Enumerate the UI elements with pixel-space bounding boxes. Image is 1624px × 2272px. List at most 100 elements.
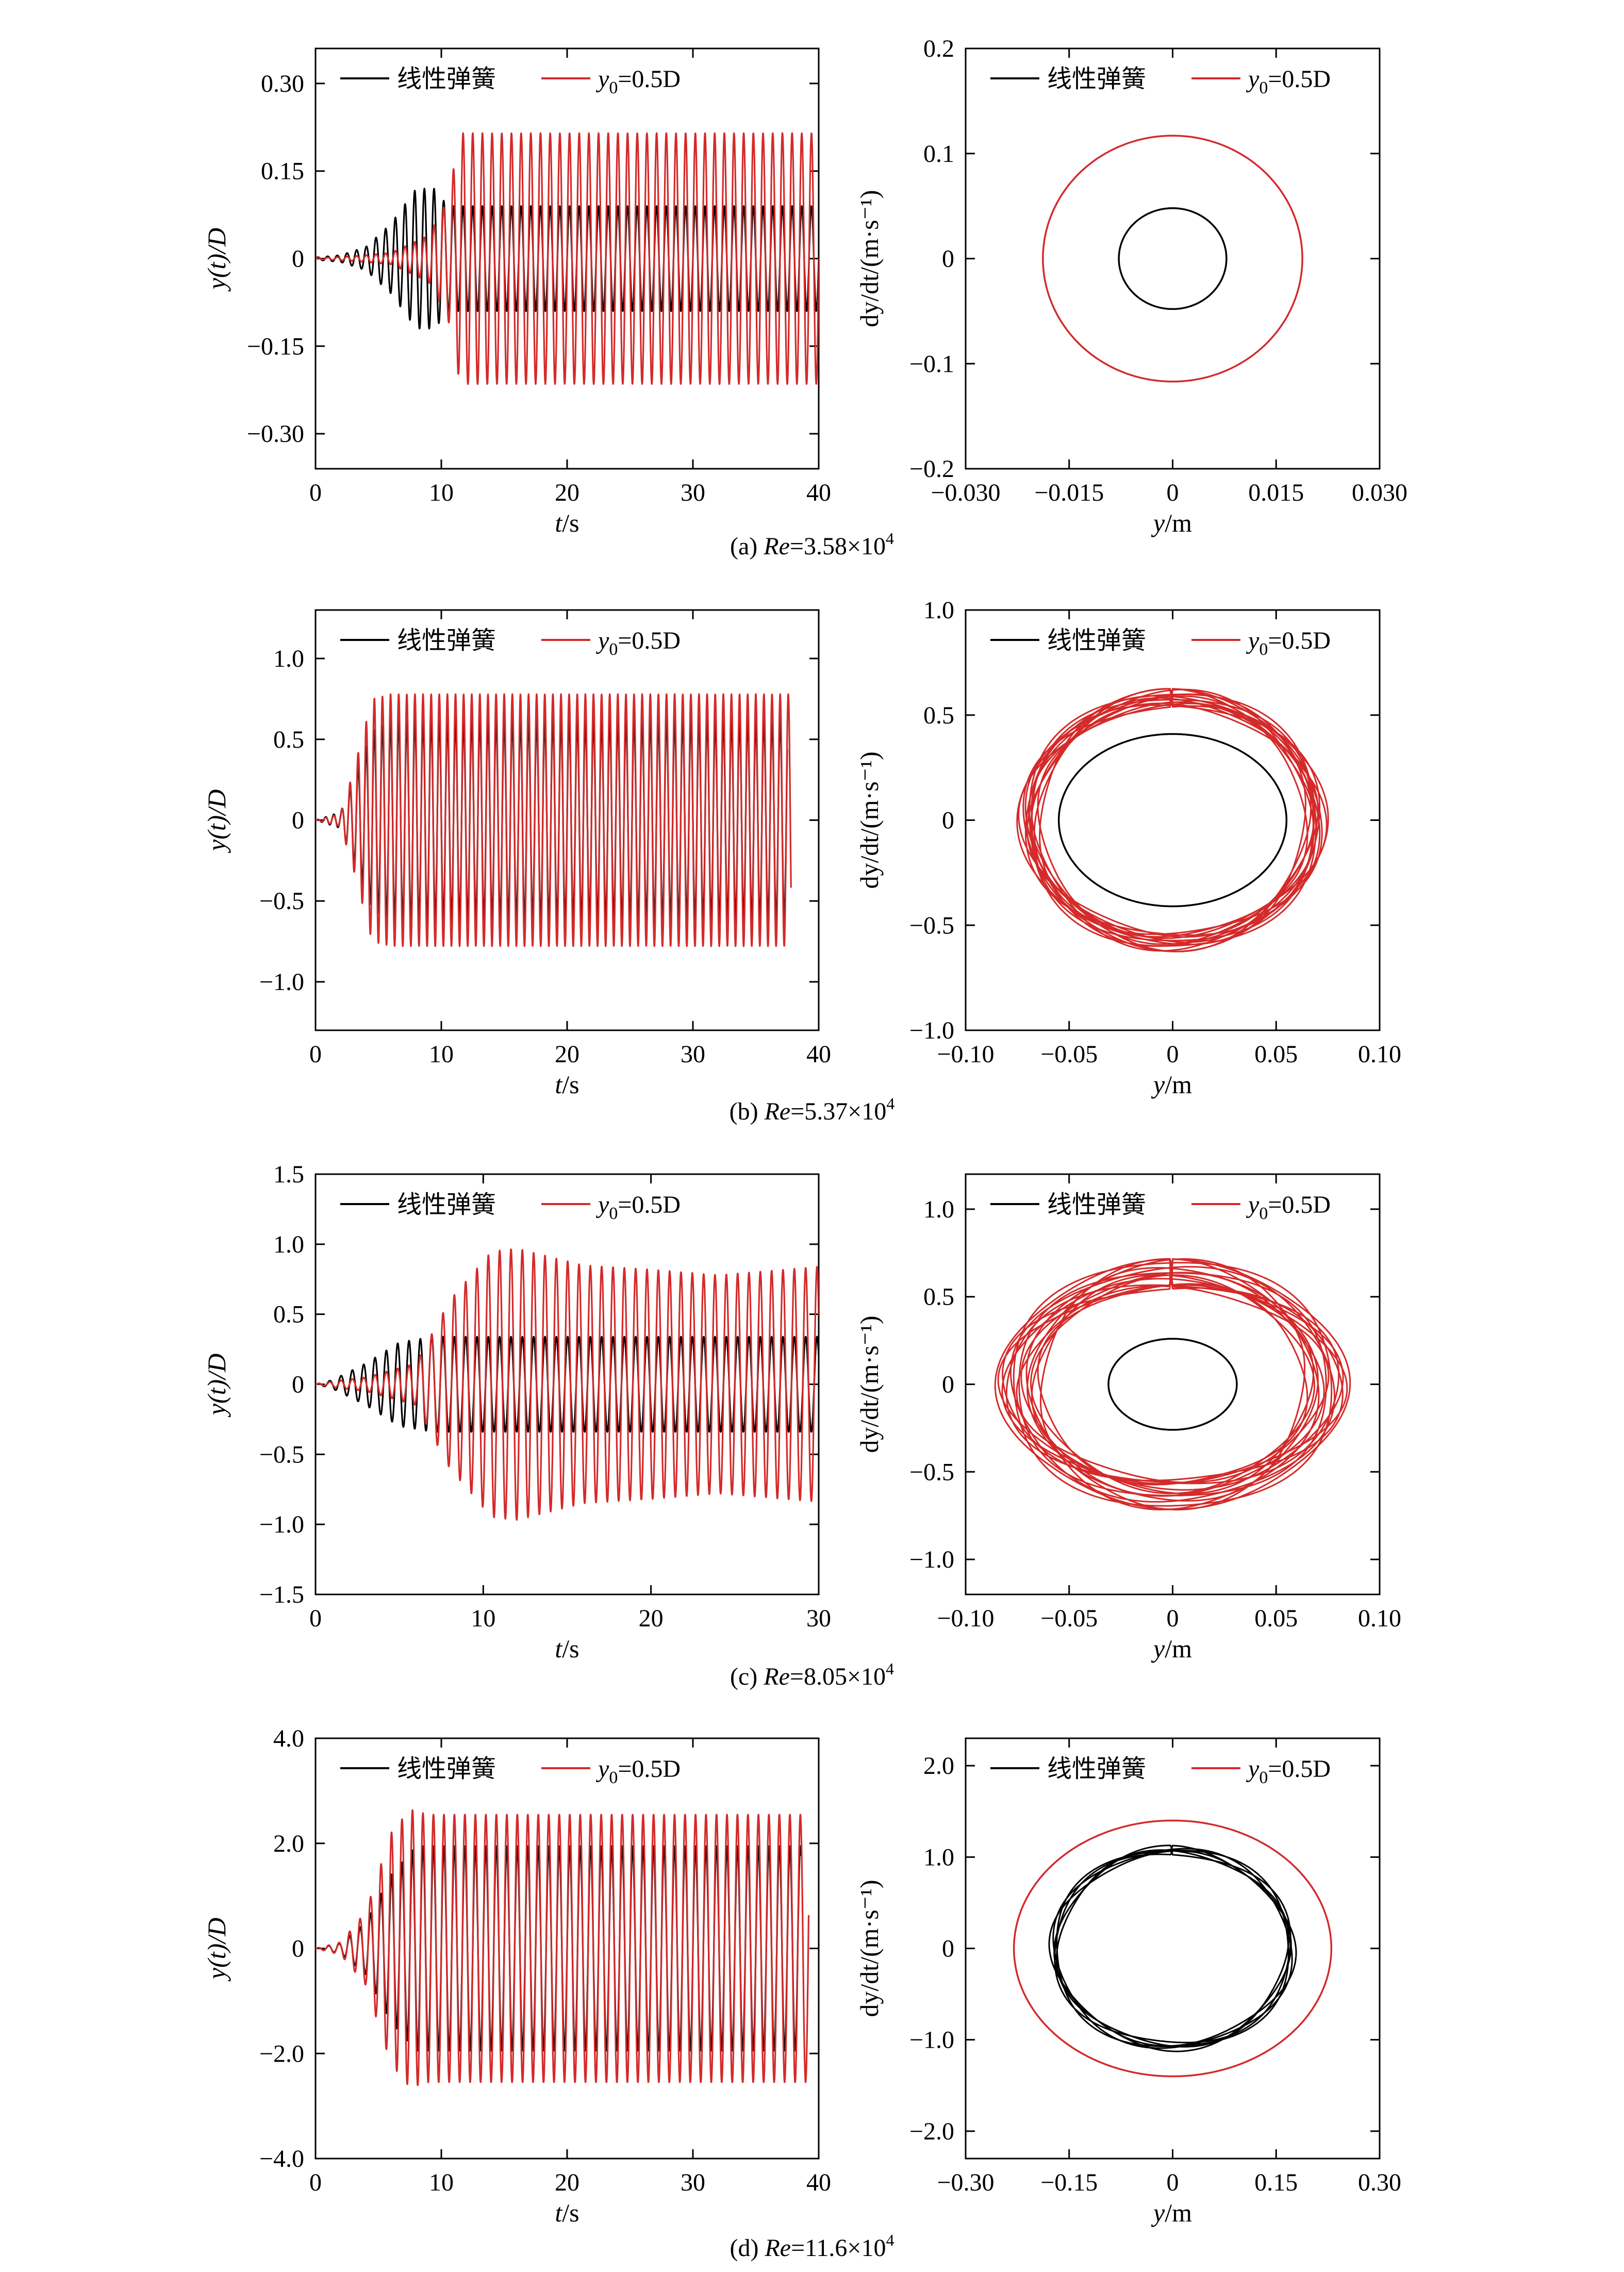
panel-c-time-plot (316, 1248, 819, 1521)
panel-b-phase-xlabel: y/m (1151, 1070, 1192, 1099)
panel-d-phase-legend-label-nonlinear: y0=0.5D (1246, 1755, 1331, 1787)
panel-d-phase-orbit-nonlinear (1013, 1819, 1333, 2078)
panel-d-time-ylabel: y(t)/D (202, 1918, 231, 1982)
panel-a-phase-xlabel: y/m (1151, 508, 1192, 537)
panel-d-time-xtick-label: 10 (429, 2169, 454, 2196)
panel-d-phase-xtick-label: 0 (1167, 2169, 1179, 2196)
panel-b-phase-ytick-label: −0.5 (909, 912, 954, 939)
panel-b-phase-plot (1016, 688, 1329, 952)
panel-a-phase-legend-label-linear: 线性弹簧 (1047, 65, 1146, 93)
panel-a-time-ytick-label: −0.15 (247, 333, 304, 360)
panel-a-phase-xtick-label: 0 (1167, 479, 1179, 506)
panel-d-phase-xlabel: y/m (1151, 2198, 1192, 2227)
panel-b-time-xtick-label: 20 (555, 1041, 579, 1068)
panel-a-phase-ytick-label: 0 (942, 245, 954, 273)
panel-a-time-xtick-label: 40 (806, 479, 831, 506)
panel-c-phase-orbit-linear (1107, 1338, 1238, 1431)
panel-b-phase-ylabel: dy/dt/(m·s⁻¹) (855, 751, 884, 888)
panel-c-time-xtick-label: 0 (309, 1605, 322, 1632)
panel-d-time-ytick-label: 4.0 (273, 1725, 304, 1752)
panel-d-phase-xtick-label: −0.15 (1040, 2169, 1098, 2196)
panel-d-time-ytick-label: −2.0 (259, 2040, 304, 2067)
panel-b-time-xtick-label: 40 (806, 1041, 831, 1068)
panel-b-time-series-nonlinear (316, 693, 792, 947)
panel-b-time-xlabel: t/s (555, 1070, 579, 1099)
panel-a-time-plot (316, 132, 819, 385)
panel-d: 0 10 20 30 40 −4.0 −2.0 0 2.0 4.0 t/s y(t)/D 线性弹簧 y0=… (202, 1725, 1401, 2262)
panel-c-phase-xtick-label: −0.10 (937, 1605, 994, 1632)
panel-b-time-legend-label-nonlinear: y0=0.5D (595, 627, 681, 659)
panel-b-time-ytick-label: 0.5 (273, 726, 304, 753)
panel-b-phase-xtick-label: 0 (1167, 1041, 1179, 1068)
panel-d-phase-xtick-label: 0.30 (1358, 2169, 1401, 2196)
panel-d-phase-ytick-label: 0 (942, 1935, 954, 1963)
panel-c-phase-xtick-label: −0.05 (1040, 1605, 1098, 1632)
panel-a-time-xtick-label: 20 (555, 479, 579, 506)
panel-c-phase-ytick-label: 0 (942, 1371, 954, 1398)
panel-a-phase-xtick-label: 0.015 (1248, 479, 1304, 506)
panel-d-time-xtick-label: 30 (681, 2169, 705, 2196)
panel-a-time-ytick-label: 0.15 (261, 158, 304, 185)
panel-c-time-ytick-label: 1.5 (273, 1161, 304, 1188)
panel-b-time-xtick-label: 0 (309, 1041, 322, 1068)
panel-c-phase-ylabel: dy/dt/(m·s⁻¹) (855, 1315, 884, 1453)
panel-b-phase-legend-label-linear: 线性弹簧 (1047, 627, 1146, 654)
panel-a-phase-plot (1042, 135, 1303, 383)
panel-c-time-ylabel: y(t)/D (202, 1354, 231, 1418)
panel-c-time-xtick-label: 30 (806, 1605, 831, 1632)
panel-d-time-series-nonlinear (316, 1809, 810, 2086)
panel-c-time-series-nonlinear (316, 1248, 819, 1521)
panel-c-phase-orbit-nonlinear (994, 1258, 1351, 1511)
panel-a-time-series-nonlinear (316, 132, 819, 385)
panel-d-phase-xtick-label: 0.15 (1254, 2169, 1298, 2196)
panel-d-time-legend-label-nonlinear: y0=0.5D (595, 1755, 681, 1787)
panel-c-time-ytick-label: 0.5 (273, 1301, 304, 1328)
panel-b: 0 10 20 30 40 −1.0 −0.5 0 0.5 1.0 t/s y(t)/D 线性弹簧 y0=… (202, 597, 1401, 1125)
panel-d-time-ytick-label: 2.0 (273, 1830, 304, 1857)
panel-b-phase-ytick-label: 1.0 (923, 597, 954, 624)
panel-c-caption: (c) Re=8.05×104 (730, 1659, 894, 1690)
panel-b-time-ytick-label: −0.5 (259, 887, 304, 915)
panel-d-time-xtick-label: 0 (309, 2169, 322, 2196)
panel-a-time-ytick-label: 0 (292, 245, 304, 273)
panel-c: 0 10 20 30 −1.5 −1.0 −0.5 0 0.5 1.0 1.5 t/s y(t)/D 线性… (202, 1161, 1401, 1690)
panel-a-phase-ytick-label: −0.2 (909, 455, 954, 483)
panel-b-phase-xtick-label: −0.05 (1040, 1041, 1098, 1068)
panel-a-time-ytick-label: 0.30 (261, 70, 304, 97)
panel-c-time-xlabel: t/s (555, 1634, 579, 1663)
panel-c-phase-plot (994, 1258, 1351, 1511)
panel-c-phase-ytick-label: 1.0 (923, 1196, 954, 1223)
panel-b-phase-xtick-label: 0.05 (1254, 1041, 1298, 1068)
panel-c-phase-xtick-label: 0 (1167, 1605, 1179, 1632)
panel-a-phase-ytick-label: 0.1 (923, 140, 954, 168)
panel-a-time-xlabel: t/s (555, 508, 579, 537)
panel-b-time-xtick-label: 30 (681, 1041, 705, 1068)
panel-c-time-legend-label-nonlinear: y0=0.5D (595, 1191, 681, 1223)
panel-b-time-ytick-label: −1.0 (259, 968, 304, 996)
panel-c-time-ytick-label: −1.0 (259, 1511, 304, 1538)
panel-c-time-ytick-label: −1.5 (259, 1581, 304, 1608)
panel-a-time-xtick-label: 30 (681, 479, 705, 506)
panel-a-phase-ylabel: dy/dt/(m·s⁻¹) (855, 190, 884, 327)
panel-b-phase-orbit-linear (1057, 733, 1288, 908)
panel-d-phase-ytick-label: −1.0 (909, 2027, 954, 2054)
panel-c-time-xtick-label: 10 (471, 1605, 495, 1632)
panel-b-time-legend-label-linear: 线性弹簧 (397, 627, 496, 654)
panel-d-phase-ytick-label: −2.0 (909, 2118, 954, 2145)
panel-d-time-xtick-label: 40 (806, 2169, 831, 2196)
panel-a-time-legend-label-linear: 线性弹簧 (397, 65, 496, 93)
panel-c-time-legend-label-linear: 线性弹簧 (397, 1191, 496, 1219)
panel-d-phase-ytick-label: 2.0 (923, 1752, 954, 1780)
panel-a-time-ytick-label: −0.30 (247, 420, 304, 448)
panel-d-time-xlabel: t/s (555, 2198, 579, 2227)
panel-a-phase-ytick-label: −0.1 (909, 350, 954, 377)
panel-c-time-ytick-label: 1.0 (273, 1231, 304, 1258)
panel-a-time-xtick-label: 10 (429, 479, 454, 506)
panel-a-phase-legend-label-nonlinear: y0=0.5D (1246, 65, 1331, 97)
panel-d-phase-legend-label-linear: 线性弹簧 (1047, 1755, 1146, 1783)
panel-c-time-xtick-label: 20 (639, 1605, 664, 1632)
panel-d-time-xtick-label: 20 (555, 2169, 579, 2196)
panel-c-phase-ytick-label: 0.5 (923, 1283, 954, 1311)
panel-b-time-ylabel: y(t)/D (202, 789, 231, 853)
